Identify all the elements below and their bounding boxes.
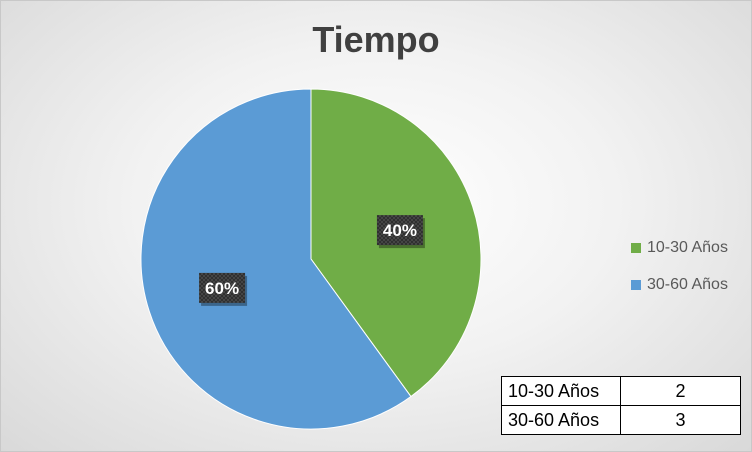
legend-label: 10-30 Años [647, 238, 728, 256]
table-row: 10-30 Años 2 [501, 376, 741, 406]
pie-slice [140, 88, 412, 430]
table-row: 30-60 Años 3 [501, 405, 741, 435]
table-cell-value: 3 [620, 405, 741, 435]
chart-title: Tiempo [312, 19, 440, 60]
data-label: 40% [376, 215, 425, 249]
legend-label: 30-60 Años [647, 275, 728, 293]
data-table: 10-30 Años 2 30-60 Años 3 [501, 376, 741, 435]
table-cell-label: 30-60 Años [501, 405, 621, 435]
svg-text:60%: 60% [205, 279, 239, 298]
legend-swatch [631, 279, 641, 290]
table-cell-value: 2 [620, 376, 741, 406]
table-cell-label: 10-30 Años [501, 376, 621, 406]
legend-swatch [631, 242, 641, 253]
legend-item: 10-30 Años [631, 229, 728, 266]
legend-item: 30-60 Años [631, 266, 728, 303]
data-label: 60% [199, 272, 248, 306]
legend: 10-30 Años 30-60 Años [631, 229, 728, 303]
svg-text:40%: 40% [383, 221, 417, 240]
